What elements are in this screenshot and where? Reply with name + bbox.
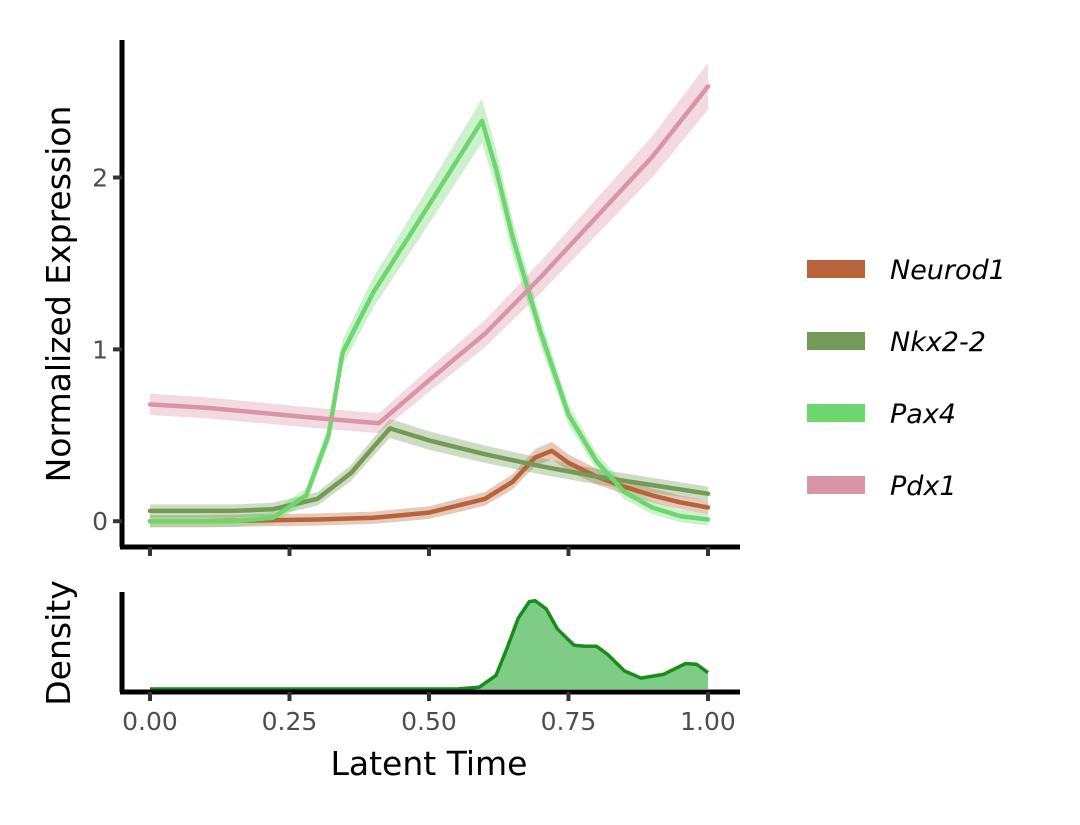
x-axis-title: Latent Time xyxy=(331,744,528,783)
legend-swatch xyxy=(807,476,865,494)
y-tick-label: 0 xyxy=(92,507,108,536)
band-pax4 xyxy=(150,98,708,528)
x-tick-label: 0.75 xyxy=(541,707,597,736)
confidence-bands xyxy=(150,63,708,528)
series-line-pax4 xyxy=(147,118,711,524)
density-panel: 0.00 0.25 0.50 0.75 1.00 xyxy=(119,592,740,736)
x-tick-label: 0.25 xyxy=(262,707,318,736)
x-tick-label: 1.00 xyxy=(680,707,736,736)
series-lines xyxy=(147,84,711,524)
legend-swatch xyxy=(807,260,865,278)
series-line-neurod1 xyxy=(147,448,711,524)
y-axis-title-expression: Normalized Expression xyxy=(39,106,78,483)
y-tick-label: 1 xyxy=(92,335,108,364)
series-line-nkx2-2 xyxy=(147,426,711,514)
legend-item-pdx1: Pdx1 xyxy=(807,471,957,502)
legend-label: Pdx1 xyxy=(890,471,957,502)
legend-label: Nkx2-2 xyxy=(890,327,986,358)
x-tick-label: 0.50 xyxy=(401,707,457,736)
legend-label: Pax4 xyxy=(890,399,956,430)
x-tick-label: 0.00 xyxy=(122,707,178,736)
density-line xyxy=(150,598,710,691)
legend-label: Neurod1 xyxy=(890,255,1006,286)
legend-swatch xyxy=(807,332,865,350)
density-axes: 0.00 0.25 0.50 0.75 1.00 xyxy=(119,592,740,736)
expression-axes: 0 1 2 xyxy=(92,40,740,556)
legend-swatch xyxy=(807,404,865,422)
band-nkx2-2 xyxy=(150,418,708,518)
series-line-pdx1 xyxy=(147,84,711,426)
density-plot xyxy=(150,598,710,691)
legend-item-neurod1: Neurod1 xyxy=(807,255,1006,286)
y-tick-label: 2 xyxy=(92,163,108,192)
legend: Neurod1 Nkx2-2 Pax4 Pdx1 xyxy=(807,255,1006,502)
y-axis-title-density: Density xyxy=(39,580,78,705)
expression-panel: 0 1 2 xyxy=(92,40,740,556)
density-area xyxy=(150,600,708,689)
legend-item-pax4: Pax4 xyxy=(807,399,956,430)
legend-item-nkx2-2: Nkx2-2 xyxy=(807,327,986,358)
